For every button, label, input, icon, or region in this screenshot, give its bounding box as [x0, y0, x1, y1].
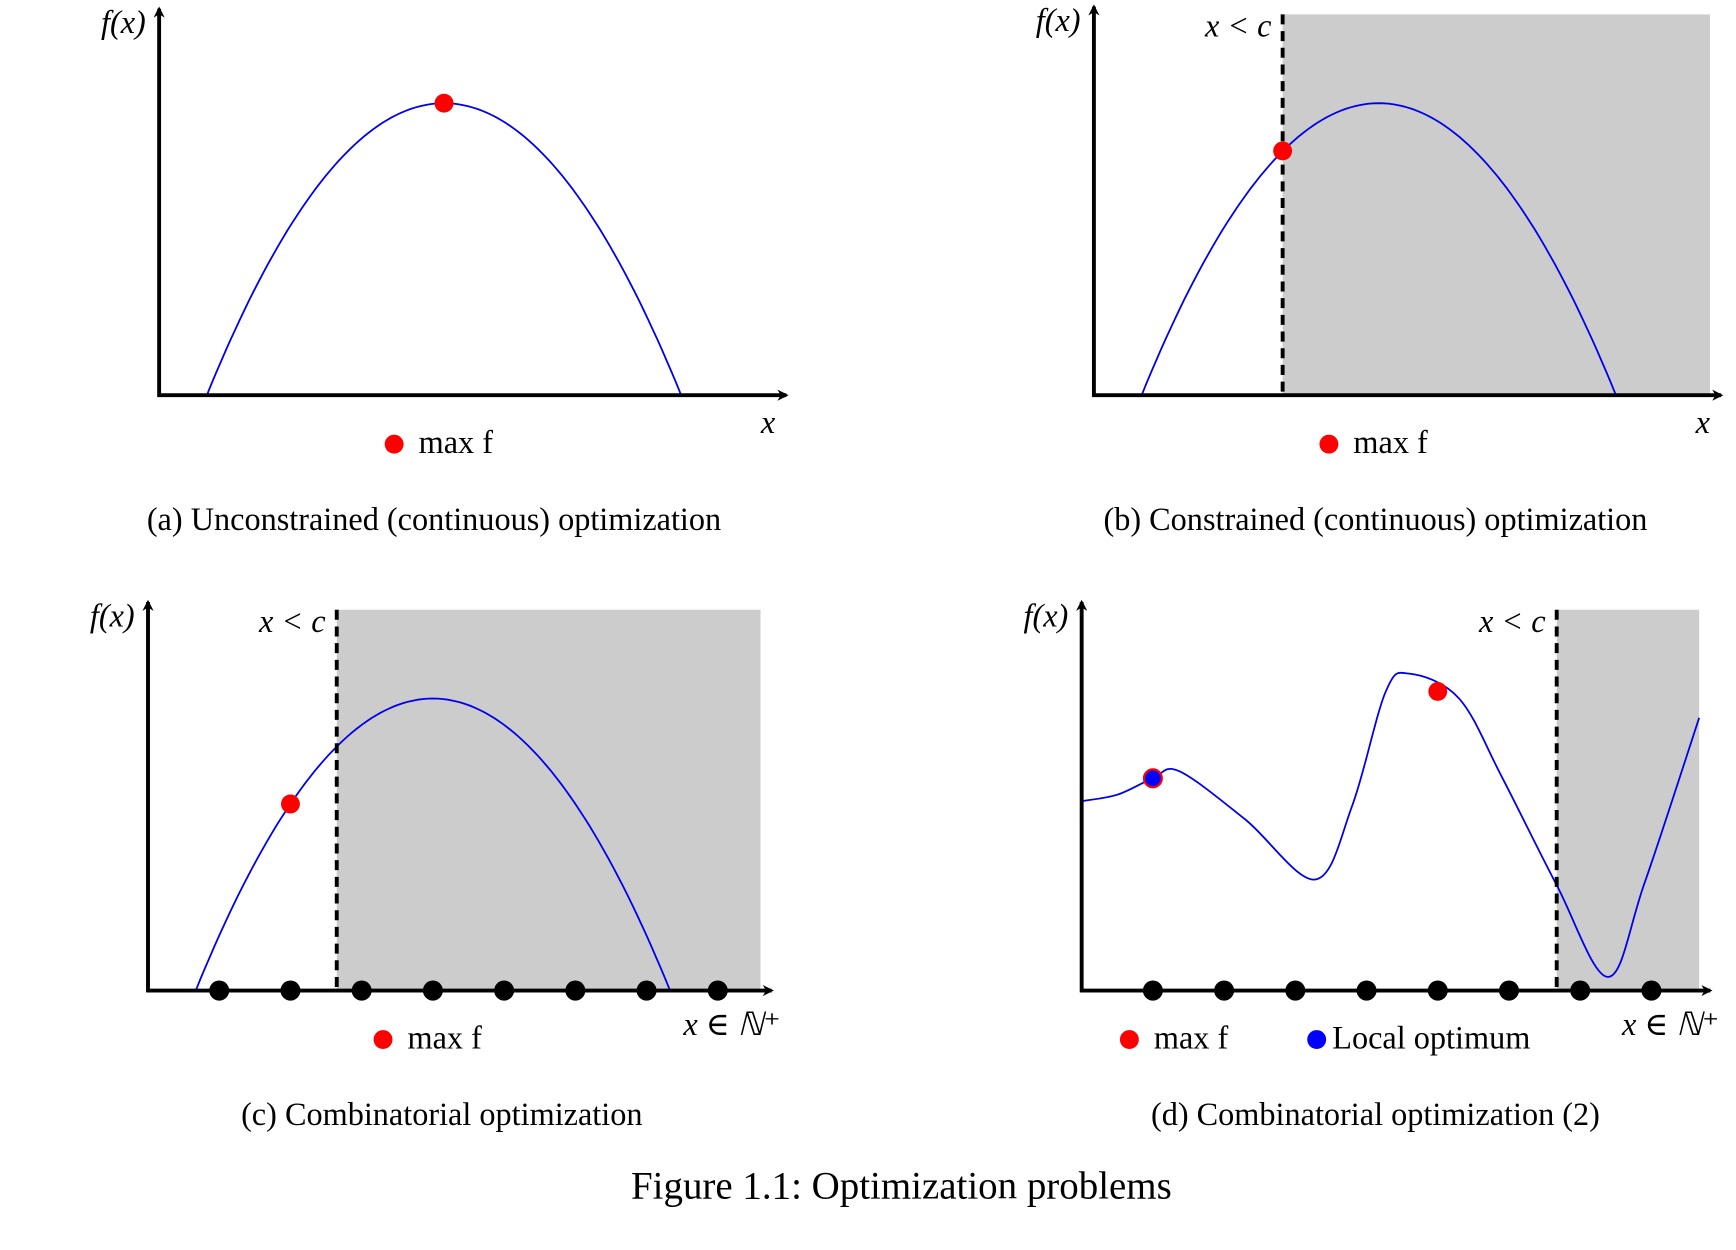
x-axis-label: x ∈ ℕ⁺ — [1621, 1006, 1719, 1042]
constraint-label: x < c — [1478, 603, 1546, 639]
integer-point — [1285, 980, 1306, 1001]
panel-c: x < c f(x) x ∈ ℕ⁺ max f (c) Combinatorial op… — [90, 597, 781, 1132]
constraint-label: x < c — [1204, 8, 1272, 44]
subfigure-caption: (a) Unconstrained (continuous) optimizat… — [147, 501, 721, 537]
infeasible-region — [1282, 14, 1710, 396]
x-axis-label: x ∈ ℕ⁺ — [682, 1006, 780, 1042]
max-marker — [280, 794, 300, 814]
integer-point — [280, 980, 301, 1001]
max-marker — [1273, 141, 1293, 161]
objective-curve — [1081, 671, 1701, 978]
panel-a: f(x) x max f (a) Unconstrained (continuous)… — [101, 4, 789, 537]
objective-curve — [206, 102, 682, 396]
integer-point — [1427, 980, 1448, 1001]
subfigure-caption: (d) Combinatorial optimization (2) — [1151, 1096, 1600, 1132]
legend-max-swatch — [1119, 1030, 1139, 1049]
integer-point — [1142, 980, 1163, 1001]
y-axis-label: f(x) — [101, 4, 146, 40]
max-marker — [434, 93, 454, 113]
local-optimum-marker — [1142, 768, 1163, 789]
integer-point — [565, 980, 586, 1001]
integer-point — [351, 980, 372, 1001]
legend-label: max f — [419, 424, 494, 460]
y-axis-label: f(x) — [1024, 597, 1069, 633]
figure-caption: Figure 1.1: Optimization problems — [631, 1165, 1172, 1208]
legend-label: max f — [1353, 424, 1428, 460]
integer-point — [707, 980, 728, 1001]
max-marker — [1428, 681, 1448, 701]
integer-point — [1641, 980, 1662, 1001]
integer-point — [1214, 980, 1235, 1001]
infeasible-region — [1556, 609, 1700, 991]
legend-label: max f — [1154, 1019, 1229, 1055]
integer-point — [1356, 980, 1377, 1001]
legend-local-swatch — [1307, 1030, 1327, 1049]
legend-label: Local optimum — [1332, 1019, 1530, 1055]
legend-label: max f — [408, 1019, 483, 1055]
y-axis-label: f(x) — [90, 597, 135, 633]
integer-point — [494, 980, 515, 1001]
objective-curve — [1140, 102, 1617, 396]
legend-max-swatch — [373, 1030, 393, 1049]
x-axis-label: x — [1695, 404, 1711, 440]
legend-max-swatch — [1319, 434, 1339, 454]
legend-max-swatch — [384, 434, 404, 454]
subfigure-caption: (b) Constrained (continuous) optimizatio… — [1103, 501, 1647, 537]
panel-d: x < c f(x) x ∈ ℕ⁺ max f Local optimum (d) Com… — [1024, 597, 1720, 1132]
integer-point — [1498, 980, 1519, 1001]
panel-b: x < c f(x) x max f (b) Constrained (continuo… — [1036, 2, 1724, 537]
integer-point — [422, 980, 443, 1001]
integer-point — [209, 980, 230, 1001]
integer-point — [636, 980, 657, 1001]
subfigure-caption: (c) Combinatorial optimization — [241, 1096, 642, 1132]
objective-curve — [194, 697, 671, 991]
x-axis-label: x — [760, 404, 776, 440]
constraint-label: x < c — [258, 603, 326, 639]
integer-point — [1570, 980, 1591, 1001]
y-axis-label: f(x) — [1036, 2, 1081, 38]
infeasible-region — [336, 609, 761, 991]
